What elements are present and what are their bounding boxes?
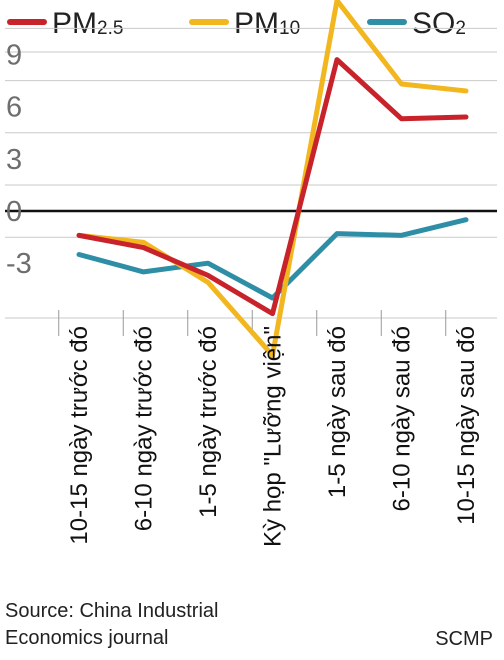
series-line-pm25 <box>76 57 469 317</box>
series-line-pm10 <box>76 0 469 358</box>
y-tick-label: 0 <box>6 196 22 228</box>
y-axis-tick-labels: 9 6 3 0 -3 <box>6 39 32 280</box>
x-category-label: 1-5 ngày sau đó <box>324 326 351 498</box>
x-category-label: 1-5 ngày trước đó <box>195 326 222 518</box>
y-tick-label: 3 <box>6 144 22 176</box>
x-category-label: 6-10 ngày trước đó <box>131 326 158 531</box>
credit-label: SCMP <box>435 628 493 650</box>
y-gridlines <box>5 27 497 319</box>
y-tick-label: 6 <box>6 92 22 124</box>
y-tick-label: -3 <box>6 248 32 280</box>
legend-label: SO2 <box>412 7 466 40</box>
legend-label: PM2.5 <box>52 7 123 40</box>
chart-legend: PM2.5 PM10 SO2 <box>7 7 466 40</box>
x-category-label: 10-15 ngày sau đó <box>453 326 480 525</box>
legend-item: PM2.5 <box>7 7 123 40</box>
x-axis-category-labels: 10-15 ngày trước đó 6-10 ngày trước đó 1-5… <box>66 326 480 547</box>
x-category-label: Kỳ họp "Lưỡng viện" <box>260 326 287 547</box>
source-note: Source: China Industrial Economics journ… <box>5 600 219 649</box>
series-lines <box>76 0 469 358</box>
x-category-label: 6-10 ngày sau đó <box>389 326 416 511</box>
y-tick-label: 9 <box>6 39 22 71</box>
legend-item: PM10 <box>189 7 300 40</box>
legend-item: SO2 <box>367 7 466 40</box>
legend-label: PM10 <box>234 7 300 40</box>
series-line-so2 <box>76 217 469 301</box>
x-category-label: 10-15 ngày trước đó <box>66 326 93 545</box>
